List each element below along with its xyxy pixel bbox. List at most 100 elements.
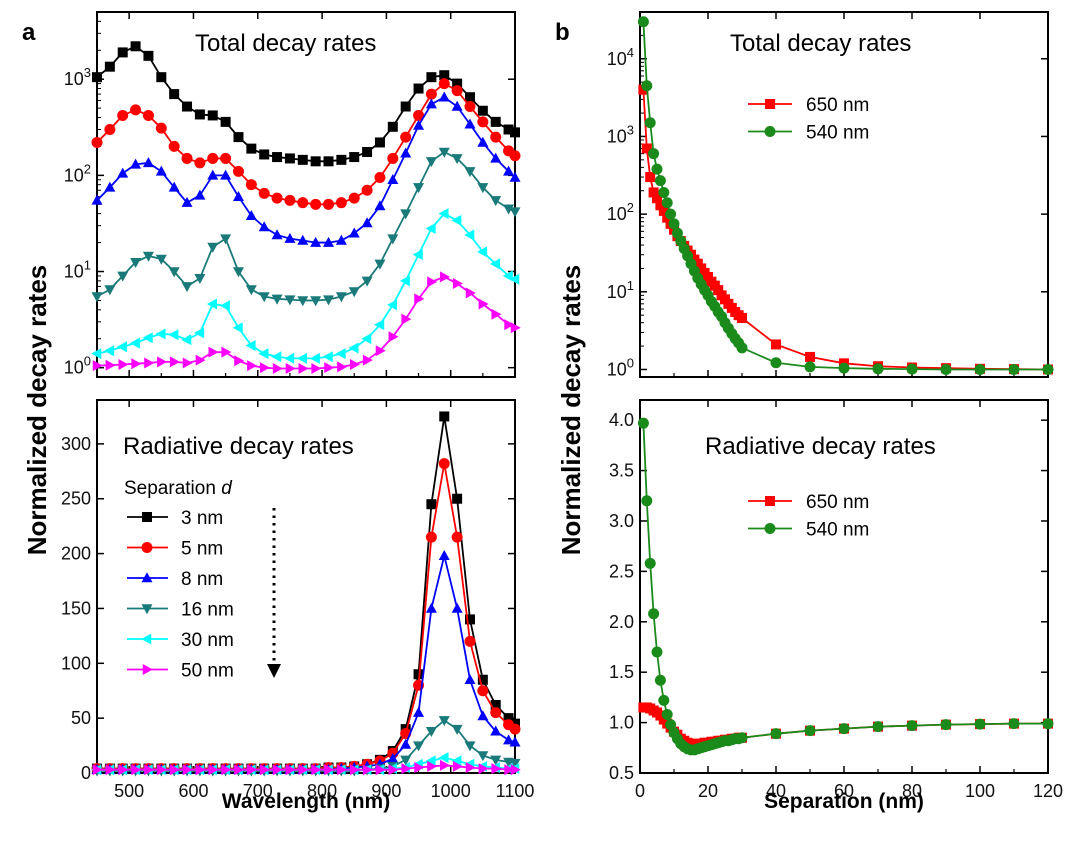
data-point [387, 174, 399, 185]
data-point [974, 718, 986, 730]
data-point [737, 312, 747, 323]
data-point [207, 298, 218, 310]
data-point [438, 752, 449, 764]
legend-label: 540 nm [806, 520, 869, 541]
data-point [452, 278, 463, 290]
data-point [387, 752, 399, 763]
data-point [207, 242, 219, 253]
y-tick-label: 103 [607, 122, 634, 146]
data-point [259, 149, 270, 160]
data-point [425, 223, 436, 235]
data-point [440, 759, 451, 771]
data-point [438, 91, 450, 102]
y-tick-label: 300 [61, 434, 91, 454]
y-tick-label: 103 [64, 65, 91, 89]
data-point [232, 267, 244, 278]
data-point [130, 257, 142, 268]
data-point [1042, 363, 1054, 375]
data-point [504, 319, 515, 331]
data-point [157, 356, 168, 368]
panel-b-letter: b [555, 19, 570, 46]
y-tick-label: 1.5 [609, 662, 634, 682]
data-point [129, 337, 140, 349]
data-point [838, 362, 850, 374]
data-point [131, 764, 142, 776]
data-point [362, 764, 373, 776]
data-point [804, 361, 816, 373]
legend-label: 16 nm [181, 600, 234, 621]
data-point [234, 764, 245, 776]
data-point [644, 557, 656, 569]
data-point [940, 363, 952, 375]
y-tick-label: 0.5 [609, 763, 634, 783]
data-point [464, 741, 476, 752]
plot-frame [639, 11, 1049, 378]
y-tick-label: 250 [61, 489, 91, 509]
data-point [322, 351, 333, 363]
series-3-nm [92, 41, 520, 167]
data-point [477, 116, 489, 128]
data-point [297, 234, 309, 245]
data-point [465, 762, 476, 774]
data-point [285, 764, 296, 776]
data-point [349, 764, 360, 776]
x-tick-label: 100 [965, 781, 995, 801]
data-point [272, 764, 283, 776]
data-point [258, 348, 269, 360]
data-point [311, 764, 322, 776]
data-point [348, 192, 360, 204]
data-point [401, 313, 412, 325]
data-point [284, 295, 296, 306]
data-point [207, 169, 219, 180]
data-point [490, 196, 502, 207]
series-line [96, 96, 516, 244]
data-point [510, 764, 521, 776]
data-point [247, 764, 258, 776]
data-point [144, 357, 155, 369]
data-point [310, 296, 322, 307]
x-tick-label: 500 [114, 781, 144, 801]
x-tick-label: 900 [371, 781, 401, 801]
data-point [490, 116, 501, 127]
legend-label: 30 nm [181, 630, 234, 651]
plot-frame [96, 11, 516, 378]
legend-marker [765, 496, 775, 506]
series-line [96, 275, 516, 370]
data-point [337, 764, 348, 776]
data-point [168, 181, 180, 192]
data-point [130, 104, 142, 116]
series-line [97, 555, 516, 771]
panel-a-letter: a [22, 19, 36, 46]
legend-label: 3 nm [181, 508, 223, 529]
x-tick-label: 20 [698, 781, 718, 801]
data-point [91, 194, 103, 205]
chart-title: Total decay rates [195, 30, 376, 57]
series-line [97, 719, 516, 772]
data-point [181, 334, 192, 346]
data-point [219, 300, 230, 312]
data-point [297, 296, 309, 307]
data-point [440, 271, 451, 283]
data-point [142, 109, 154, 121]
data-point [490, 152, 502, 163]
data-point [648, 148, 660, 160]
series-line [96, 212, 516, 360]
series-540-nm [637, 16, 1054, 375]
series-5-nm [91, 78, 521, 210]
data-point [258, 221, 270, 232]
data-point [117, 47, 128, 58]
data-point [259, 764, 270, 776]
data-point [425, 157, 437, 168]
series-8-nm [91, 550, 521, 774]
legend-title: Separation d [124, 478, 233, 499]
data-point [142, 251, 154, 262]
data-point [245, 340, 256, 352]
x-tick-label: 1100 [496, 781, 535, 801]
chart-title: Radiative decay rates [705, 433, 936, 460]
data-point [438, 550, 450, 561]
y-tick-label: 50 [71, 708, 91, 728]
data-point [271, 192, 283, 204]
x-tick-label: 700 [243, 781, 273, 801]
chart-a_top: 100 101 102 103 Total decay rates [64, 11, 521, 378]
x-tick-label: 40 [766, 781, 786, 801]
